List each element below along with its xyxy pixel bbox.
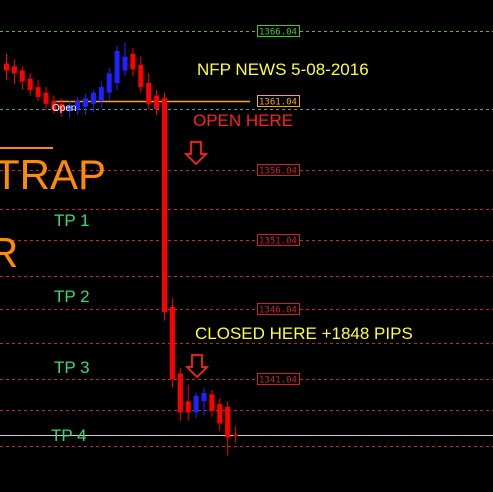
- candle-13: [106, 67, 112, 102]
- candle-17: [138, 56, 144, 93]
- price-label-box-1: [257, 95, 300, 107]
- close-arrow-icon: [184, 354, 210, 379]
- candle-26: [209, 390, 215, 417]
- candle-28: [225, 401, 231, 456]
- candle-0: [4, 53, 9, 81]
- closed-here-label: CLOSED HERE +1848 PIPS: [195, 324, 413, 343]
- open-here-label: OPEN HERE: [193, 111, 294, 130]
- price-label-box-2: [257, 164, 300, 176]
- candle-22: [177, 367, 183, 421]
- tp4-label: TP 4: [51, 426, 87, 445]
- candle-10: [83, 94, 88, 115]
- price-label-2: 1356.04: [259, 167, 297, 177]
- candle-19: [154, 89, 160, 115]
- price-label-box-3: [257, 234, 300, 246]
- open-arrow-icon: [183, 141, 209, 166]
- candle-23: [185, 384, 191, 421]
- price-label-box-5: [257, 373, 300, 385]
- candle-16: [130, 48, 136, 77]
- tp3-label: TP 3: [54, 358, 90, 377]
- candle-11: [90, 89, 96, 113]
- arrows: [183, 141, 210, 379]
- price-lines: [0, 31, 493, 447]
- candles: [4, 42, 239, 456]
- price-label-0: 1366.04: [259, 28, 297, 38]
- candle-29: [233, 426, 239, 443]
- candle-27: [217, 398, 223, 431]
- trap-label: TRAP: [0, 151, 107, 198]
- candle-21: [169, 298, 175, 388]
- candle-14: [114, 45, 120, 90]
- candle-6: [51, 95, 57, 114]
- candle-2: [19, 66, 25, 90]
- candle-20: [162, 92, 167, 321]
- candle-5: [43, 87, 49, 111]
- price-label-3: 1351.04: [259, 237, 297, 247]
- tp1-label: TP 1: [54, 211, 90, 230]
- price-labels: 1366.04 1361.04 1356.04 1351.04 1346.04 1341.…: [257, 25, 300, 386]
- candle-12: [98, 81, 104, 109]
- candle-8: [67, 101, 73, 118]
- candle-3: [27, 73, 33, 96]
- tp2-label: TP 2: [54, 287, 90, 306]
- candle-1: [11, 59, 17, 85]
- price-label-box-4: [257, 303, 300, 315]
- open-line-label: Open: [52, 103, 77, 114]
- price-label-5: 1341.04: [259, 376, 297, 386]
- candle-7: [59, 98, 65, 117]
- candle-24: [193, 392, 199, 418]
- candle-4: [35, 80, 41, 102]
- chart-title: NFP NEWS 5-08-2016: [197, 60, 369, 79]
- candle-25: [201, 387, 207, 416]
- candle-18: [146, 73, 152, 110]
- trap-fragment-label: R: [0, 229, 19, 276]
- candle-15: [122, 42, 128, 77]
- price-label-box-0: [257, 25, 300, 37]
- price-label-4: 1346.04: [259, 306, 297, 316]
- price-label-1: 1361.04: [259, 98, 297, 108]
- candle-9: [75, 96, 81, 115]
